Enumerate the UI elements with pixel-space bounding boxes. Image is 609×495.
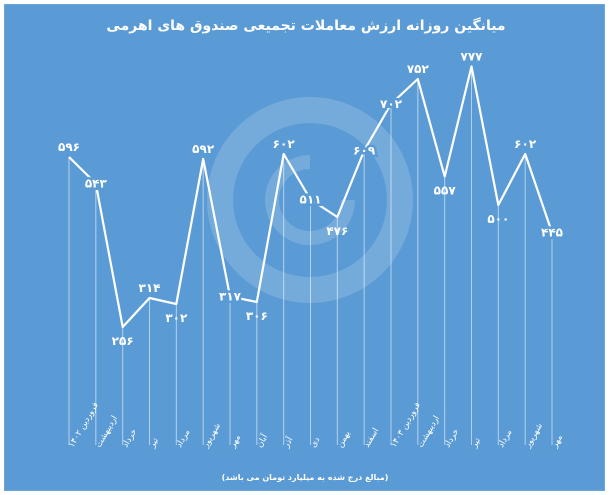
data-label: ۵۹۲ (192, 142, 215, 156)
x-tick-label: اردیبهشت (416, 414, 442, 449)
x-tick-label: خرداد (121, 427, 140, 449)
data-label: ۴۷۶ (326, 224, 348, 238)
data-label: ۵۹۶ (58, 140, 80, 154)
x-tick-label: آذر (279, 434, 295, 450)
x-tick-label: شهریور (523, 421, 545, 450)
data-label: ۳۱۴ (139, 281, 161, 295)
value-labels: ۵۹۶ ۵۴۳ ۲۵۶ ۳۱۴ ۳۰۲ ۵۹۲ ۳۱۷ ۳۰۶ ۶۰۲ ۵۱۱ ۴۷۶ ۶۰۹ ۷۰۲ ۷… (58, 50, 565, 349)
x-tick-label: تیر (469, 436, 483, 451)
data-label: ۳۰۶ (246, 309, 268, 323)
x-tick-label: مرداد (174, 428, 192, 450)
data-label: ۷۰۲ (380, 97, 403, 111)
data-label: ۷۵۲ (407, 62, 430, 76)
x-tick-label: تیر (147, 436, 161, 451)
data-label: ۷۷۷ (461, 50, 484, 64)
data-label: ۶۰۲ (273, 137, 296, 151)
x-tick-label: اردیبهشت (94, 414, 120, 449)
x-tick-label: دی (308, 435, 322, 449)
data-label: ۳۰۲ (165, 311, 188, 325)
x-tick-label: اسفند (362, 426, 381, 449)
data-label: ۲۵۶ (112, 334, 134, 348)
chart-frame: میانگین روزانه ارزش معاملات تجمیعی صندوق… (4, 4, 605, 491)
data-label: ۵۵۷ (434, 184, 457, 198)
data-label: ۵۴۳ (85, 177, 108, 191)
x-tick-label: خرداد (443, 427, 462, 449)
chart-note: (مبالغ درج شده به میلیارد تومان می باشد) (222, 473, 389, 482)
chart-title: میانگین روزانه ارزش معاملات تجمیعی صندوق… (106, 17, 505, 34)
series-line (68, 65, 554, 329)
x-tick-label: بهمن (335, 429, 352, 449)
drop-lines (68, 66, 553, 445)
line-chart: میانگین روزانه ارزش معاملات تجمیعی صندوق… (58, 17, 565, 482)
data-label: ۵۱۱ (300, 193, 322, 207)
data-label: ۶۰۹ (353, 144, 376, 158)
x-tick-label: مرداد (496, 428, 514, 450)
x-tick-label: شهریور (201, 421, 223, 450)
x-tick-label: آبان (253, 431, 270, 449)
data-label: ۶۰۲ (514, 137, 537, 151)
data-label: ۳۱۷ (219, 290, 242, 304)
data-label: ۵۰۰ (487, 212, 509, 226)
data-label: ۴۴۵ (541, 226, 563, 240)
